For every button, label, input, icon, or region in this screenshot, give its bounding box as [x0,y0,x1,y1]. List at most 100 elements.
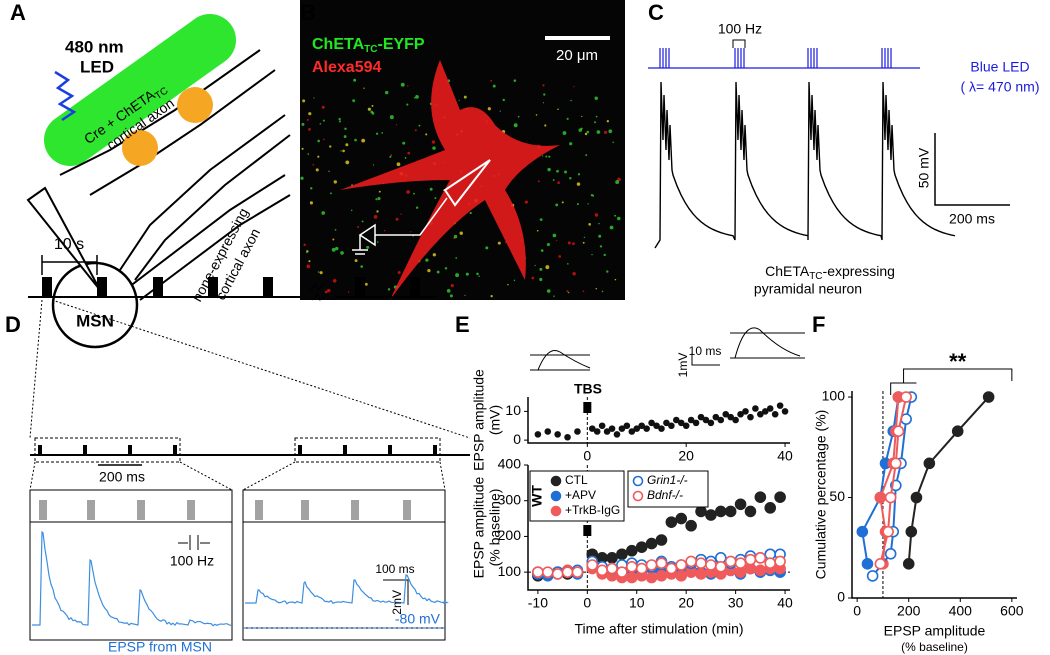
speckle [378,190,381,193]
speckle [360,265,364,268]
data-point [742,408,749,415]
speckle [332,278,337,283]
speckle [413,192,415,195]
speckle [427,268,431,273]
data-point [663,419,670,427]
period-arrow [41,255,98,275]
data-point [596,564,608,577]
speckle [317,155,320,158]
data-point [675,569,688,582]
significance-bracket [890,368,1013,395]
data-point [598,422,606,430]
speckle [407,151,411,155]
speckle [567,291,570,294]
speckle [545,265,550,270]
legend-group: WT [529,485,545,507]
data-point [586,559,599,571]
speckle [375,132,379,135]
x-axis-label: Time after stimulation (min) [574,621,743,637]
data-point [757,410,764,418]
speckle [432,253,437,257]
x-tick-label: 20 [678,595,694,611]
speckle [322,138,325,141]
label: -EYFP [377,36,424,53]
data-point [593,428,601,435]
data-point [705,509,717,521]
speckle [557,108,559,111]
data-point [861,558,874,570]
x-tick-label: 600 [1000,603,1024,619]
data-point [727,413,734,421]
y-tick-label: 100 [822,388,846,404]
data-point [541,566,554,578]
data-point [761,408,769,415]
freq-marker [178,535,210,550]
speckle [541,155,544,157]
scale-bar [691,353,720,366]
pulse [42,277,52,297]
speckle [476,272,479,276]
data-point [712,413,720,421]
y-tick-label: 300 [498,491,522,507]
legend-marker [632,475,644,487]
zoom-box [34,437,181,463]
x-tick-label: 40 [777,595,793,611]
y-tick-label: 0 [513,431,521,447]
scale-label: 2mV [390,590,404,615]
speckle [444,267,448,270]
data-point [633,425,641,432]
speckle [450,283,454,288]
cell-label: -expressing [823,263,895,279]
data-point [705,559,717,571]
data-point [658,425,665,432]
speckle [338,120,341,123]
data-point [608,425,616,432]
data-point [685,555,697,568]
pipette [26,186,101,291]
speckle [537,180,540,183]
pulse [97,277,107,297]
speckle [309,201,313,205]
data-point [692,419,700,427]
speckle [371,104,374,107]
break [309,283,327,301]
speckle [333,180,337,184]
data-point [771,410,779,418]
speckle [387,288,391,291]
speckle [434,197,437,200]
speckle [584,132,588,136]
data-point [655,569,668,582]
data-point [588,425,596,432]
speckle [588,223,591,226]
speckle [407,85,409,87]
data-point [677,419,685,427]
speckle [301,122,305,126]
data-point [695,557,707,570]
speckle [558,255,562,258]
data-point [675,559,688,571]
led-label: ( λ= 470 nm) [961,79,1040,95]
speckle [543,93,546,96]
pulse [343,445,347,455]
cell-label: ChETA [765,263,810,279]
cell-label: ChETATC-expressing [765,263,895,282]
data-point [902,558,915,570]
data-point [682,422,690,430]
legend-label: Grin1-/- [647,473,688,487]
speckle [546,289,551,293]
speckle [340,251,344,255]
speckle [324,290,328,294]
speckle [580,127,583,130]
data-point [744,505,757,518]
voltage-trace [654,81,956,249]
speckle [531,276,535,280]
speckle [406,190,411,194]
pulse [153,277,163,297]
pulse [388,445,392,455]
speckle [418,124,421,127]
speckle [306,251,308,254]
speckle [306,264,311,269]
speckle [576,203,579,206]
speckle [327,288,331,293]
data-point [905,525,918,538]
